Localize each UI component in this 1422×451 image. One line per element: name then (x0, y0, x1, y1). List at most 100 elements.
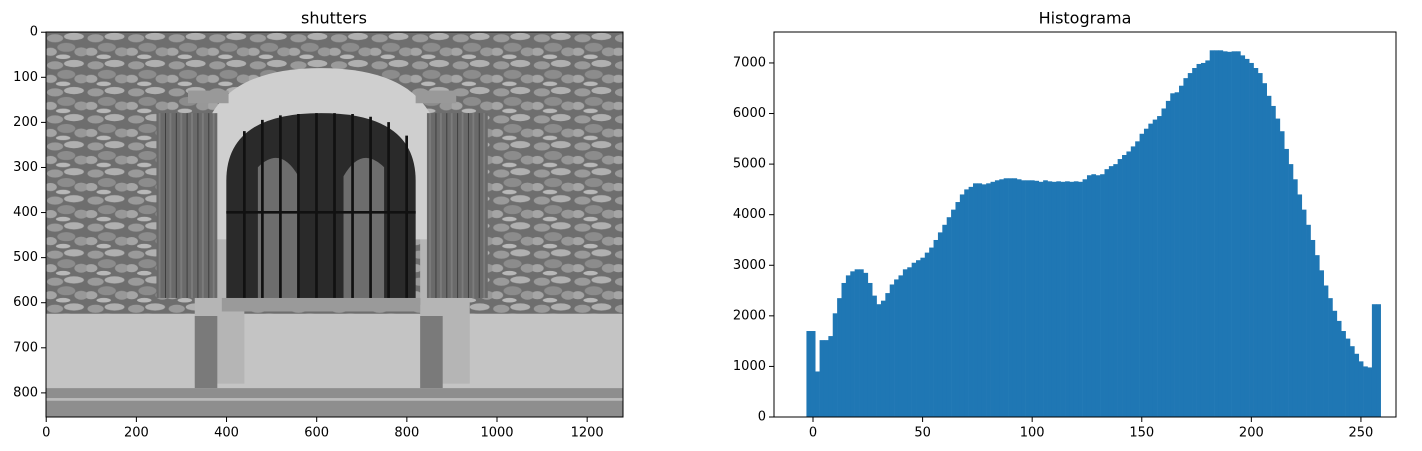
x-tick-label: 800 (394, 426, 419, 441)
bar (1341, 331, 1346, 417)
bar (1100, 174, 1105, 417)
bar (1139, 133, 1145, 417)
bar (1113, 164, 1118, 417)
x-tick-label: 400 (214, 426, 239, 441)
bar (1227, 51, 1232, 417)
bar (819, 340, 825, 417)
bar (810, 331, 816, 417)
bar (1122, 155, 1127, 417)
bar (1367, 367, 1373, 417)
axes-frame (45, 31, 624, 418)
bar (1183, 78, 1189, 417)
bar (933, 239, 939, 417)
x-tick-label: 0 (42, 426, 50, 441)
photo (46, 32, 624, 417)
bar (1069, 181, 1075, 417)
y-tick-label: 0 (30, 25, 38, 40)
bar (959, 194, 965, 417)
bar (1231, 51, 1237, 418)
bar (1279, 131, 1285, 417)
bar (1266, 95, 1272, 418)
bar (1328, 298, 1333, 417)
bar (845, 275, 851, 417)
bar (1257, 73, 1263, 417)
bar (863, 272, 869, 417)
bar (1034, 180, 1040, 417)
bar (920, 257, 926, 417)
y-tick-label: 800 (13, 385, 38, 400)
bar (1174, 92, 1180, 418)
x-tick-label: 200 (1239, 426, 1264, 441)
bar (1354, 353, 1360, 417)
bar (1152, 119, 1158, 417)
y-tick-label: 6000 (733, 106, 766, 121)
y-tick-label: 600 (13, 295, 38, 310)
bar (854, 269, 860, 417)
bar (850, 271, 855, 417)
bar (968, 186, 974, 417)
bar (937, 232, 943, 417)
bar (1200, 62, 1206, 417)
bar (929, 247, 934, 417)
bar (1336, 320, 1342, 417)
bar (841, 282, 847, 417)
bar (946, 217, 952, 417)
y-tick-label: 2000 (733, 308, 766, 323)
bar (1029, 180, 1035, 417)
bar (1025, 180, 1031, 417)
bar (1126, 151, 1132, 417)
x-tick-label: 250 (1349, 426, 1374, 441)
bar (815, 371, 820, 417)
bar (1073, 181, 1079, 417)
bar (1135, 141, 1140, 417)
bar (1218, 50, 1224, 417)
bar (1306, 224, 1311, 417)
bar (1187, 73, 1193, 417)
bar (907, 267, 912, 417)
bar (1301, 209, 1307, 417)
bar (1358, 361, 1364, 417)
x-tick-label: 1200 (571, 426, 604, 441)
bar (1323, 285, 1329, 417)
bar (1297, 194, 1303, 417)
bar (894, 279, 899, 417)
bar (977, 183, 983, 417)
bar (1170, 93, 1175, 418)
bar (898, 275, 904, 417)
bar (1091, 174, 1097, 417)
bar (1262, 83, 1267, 418)
bar (837, 298, 842, 417)
bar (1196, 63, 1202, 417)
bar (1008, 178, 1013, 417)
y-tick-label: 1000 (733, 359, 766, 374)
bar (1236, 51, 1241, 418)
bar (876, 304, 882, 417)
bar (1161, 108, 1167, 417)
y-tick-label: 500 (13, 250, 38, 265)
bar (1349, 346, 1355, 417)
bar (1179, 85, 1184, 418)
bar (1157, 116, 1162, 417)
bar (1095, 175, 1101, 417)
bar (924, 252, 930, 417)
bar (973, 183, 978, 417)
bar (1104, 169, 1110, 417)
y-tick-label: 200 (13, 115, 38, 130)
bar (823, 340, 829, 417)
bar (1244, 58, 1250, 418)
bar (1371, 304, 1377, 417)
y-tick-label: 0 (758, 410, 766, 425)
bar (1060, 181, 1066, 417)
bar (911, 262, 917, 417)
bar (951, 209, 956, 417)
bar (1271, 105, 1276, 418)
x-tick-label: 50 (914, 426, 931, 441)
x-tick-label: 150 (1129, 426, 1154, 441)
title: Histograma (1039, 9, 1132, 28)
bar (1345, 338, 1351, 417)
bar (1082, 179, 1088, 417)
x-tick-label: 1000 (480, 426, 513, 441)
bar (981, 184, 987, 417)
x-tick-label: 0 (809, 426, 817, 441)
bar (867, 282, 873, 417)
